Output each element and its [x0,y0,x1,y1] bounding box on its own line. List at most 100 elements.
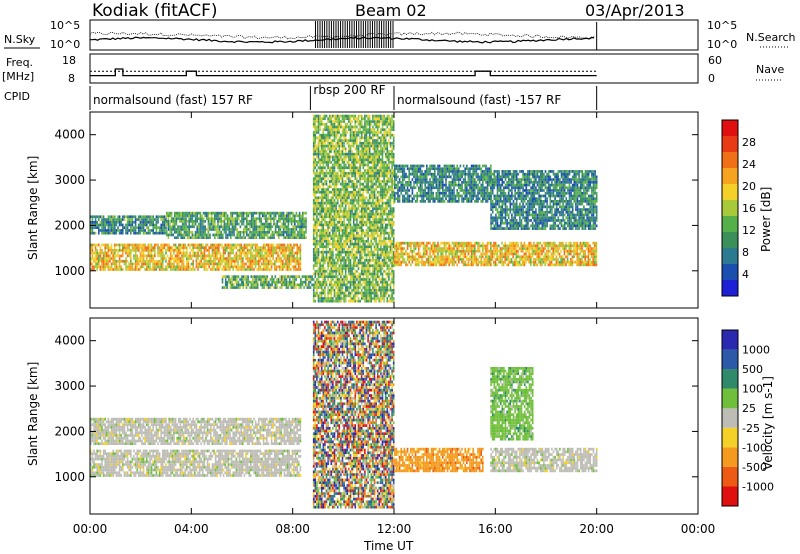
heatmap-cell [270,217,272,221]
heatmap-cell [324,207,326,211]
heatmap-cell [344,267,347,270]
heatmap-cell [362,231,365,235]
heatmap-cell [336,210,339,213]
heatmap-cell [101,226,103,230]
heatmap-cell [286,236,288,240]
heatmap-cell [205,257,207,260]
heatmap-cell [325,299,328,303]
heatmap-cell [340,120,342,123]
heatmap-cell [351,256,353,260]
heatmap-cell [348,269,350,273]
heatmap-cell [214,214,216,218]
heatmap-cell [325,193,328,197]
heatmap-cell [312,229,315,232]
heatmap-cell [186,257,188,260]
heatmap-cell [373,152,376,156]
heatmap-cell [372,259,374,262]
heatmap-cell [375,188,377,191]
heatmap-cell [91,251,94,255]
heatmap-cell [266,236,269,240]
heatmap-cell [198,225,200,229]
heatmap-cell [375,226,377,230]
heatmap-cell [293,254,295,258]
heatmap-cell [357,193,360,197]
heatmap-cell [319,128,321,132]
heatmap-cell [314,199,317,202]
heatmap-cell [169,220,171,223]
heatmap-cell [346,185,349,189]
heatmap-cell [365,239,368,243]
heatmap-cell [152,259,154,263]
heatmap-cell [349,245,352,249]
heatmap-cell [346,117,349,121]
heatmap-cell [175,230,178,234]
heatmap-cell [360,158,363,162]
heatmap-cell [216,243,218,247]
heatmap-cell [322,204,325,208]
heatmap-cell [275,249,278,252]
heatmap-cell [102,251,105,255]
heatmap-cell [351,297,353,300]
heatmap-cell [257,217,259,221]
heatmap-cell [346,152,349,156]
heatmap-cell [217,230,219,234]
heatmap-cell [150,215,153,219]
heatmap-cell [372,291,374,295]
heatmap-cell [107,220,110,224]
heatmap-cell [336,144,339,148]
heatmap-cell [348,237,350,240]
heatmap-cell [115,249,118,252]
heatmap-cell [314,188,317,191]
heatmap-cell [142,246,145,250]
heatmap-cell [201,225,203,229]
heatmap-cell [327,152,329,156]
heatmap-cell [250,243,252,247]
heatmap-cell [263,211,266,215]
heatmap-cell [322,169,325,172]
heatmap-cell [380,144,382,148]
heatmap-cell [237,265,239,269]
heatmap-cell [226,249,228,252]
heatmap-cell [226,217,229,221]
heatmap-cell [367,141,369,145]
heatmap-cell [335,291,337,295]
heatmap-cell [274,214,277,218]
heatmap-cell [167,214,170,218]
heatmap-cell [287,214,290,218]
heatmap-cell [346,253,349,257]
heatmap-cell [166,243,169,247]
heatmap-cell [344,261,347,265]
heatmap-cell [338,226,341,230]
heatmap-cell [182,222,184,226]
heatmap-cell [228,217,230,221]
heatmap-cell [316,261,318,265]
heatmap-cell [253,278,256,281]
heatmap-cell [343,141,345,145]
heatmap-cell [250,222,253,226]
heatmap-cell [218,265,220,269]
heatmap-cell [314,147,317,151]
heatmap-cell [203,254,206,258]
heatmap-cell [193,225,195,229]
heatmap-cell [109,231,111,235]
heatmap-cell [131,243,134,247]
heatmap-cell [320,204,323,208]
heatmap-cell [316,207,318,211]
heatmap-cell [205,262,207,266]
heatmap-cell [231,280,233,284]
heatmap-cell [370,275,373,279]
heatmap-cell [130,220,132,224]
heatmap-cell [122,259,124,263]
heatmap-cell [354,294,357,298]
heatmap-cell [162,251,164,255]
heatmap-cell [332,248,334,251]
heatmap-cell [246,214,248,218]
heatmap-cell [341,177,344,181]
heatmap-cell [357,250,360,254]
heatmap-cell [182,228,184,231]
heatmap-cell [349,226,352,230]
heatmap-cell [372,275,374,279]
heatmap-cell [244,283,246,287]
heatmap-cell [131,262,134,266]
heatmap-cell [99,257,102,260]
